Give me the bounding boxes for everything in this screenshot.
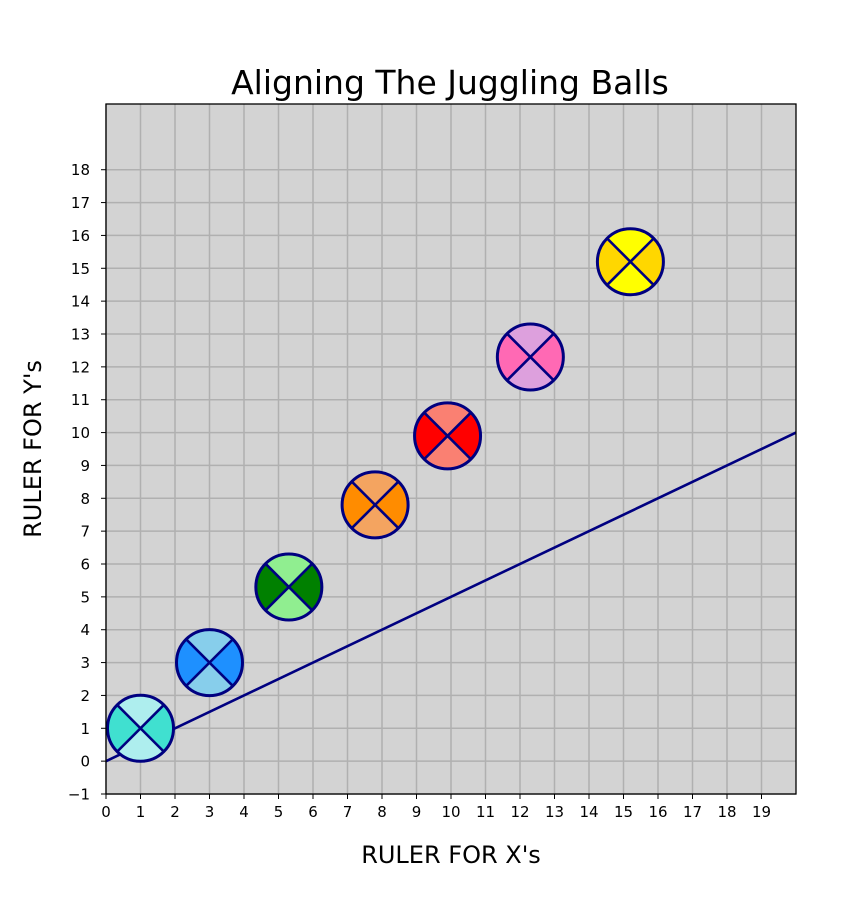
ball-cross-line (264, 562, 314, 612)
y-tick-label: 8 (80, 490, 90, 508)
ball-wedge-left (414, 412, 448, 460)
ball-wedge-top (351, 471, 399, 505)
ball-wedge-left (255, 563, 289, 611)
juggling-balls (106, 227, 665, 763)
x-tick-label: 14 (579, 803, 598, 821)
y-tick-label: 3 (80, 654, 90, 672)
x-tick-label: 0 (101, 803, 111, 821)
y-tick-label: 14 (71, 293, 90, 311)
juggling-ball (495, 322, 565, 392)
ball-wedge-bottom (117, 728, 164, 762)
ball-cross-line (350, 480, 400, 530)
y-tick-label: 17 (71, 194, 90, 212)
ball-outline (254, 552, 324, 622)
y-tick-label: 13 (71, 326, 90, 344)
ball-wedge-bottom (265, 587, 313, 620)
x-tick-label: 6 (308, 803, 318, 821)
juggling-ball (254, 552, 324, 622)
y-tick-label: 12 (71, 358, 90, 376)
ball-outline (106, 693, 175, 763)
ball-outline (340, 470, 410, 540)
x-tick-label: 8 (377, 803, 387, 821)
x-tick-label: 19 (752, 803, 771, 821)
ball-wedge-top (117, 695, 164, 729)
x-tick-label: 1 (136, 803, 146, 821)
x-tick-label: 15 (614, 803, 633, 821)
x-axis-label: RULER FOR X's (361, 841, 541, 869)
ball-wedge-bottom (424, 435, 471, 469)
juggling-ball (175, 628, 244, 698)
x-tick-label: 3 (205, 803, 215, 821)
x-tick-label: 10 (441, 803, 460, 821)
y-tick-label: 18 (71, 161, 90, 179)
ball-wedge-left (497, 333, 531, 381)
ball-wedge-left (176, 639, 210, 686)
x-tick-label: 11 (476, 803, 495, 821)
x-tick-label: 7 (343, 803, 353, 821)
y-tick-label: 9 (80, 457, 90, 475)
ball-wedge-left (107, 704, 141, 752)
x-tick-label: 18 (717, 803, 736, 821)
ball-wedge-top (424, 402, 471, 436)
x-tick-label: 2 (170, 803, 180, 821)
juggling-ball (106, 693, 175, 763)
x-tick-label: 12 (510, 803, 529, 821)
ball-wedge-bottom (507, 357, 554, 391)
y-tick-label: 7 (80, 523, 90, 541)
y-tick-label: 11 (71, 391, 90, 409)
ball-wedge-left (342, 481, 376, 529)
y-tick-label: 2 (80, 687, 90, 705)
ball-wedge-top (607, 228, 654, 262)
ball-wedge-top (507, 323, 554, 357)
ball-outline (413, 401, 483, 471)
juggling-ball (340, 470, 410, 540)
x-axis-ticks: 0 1 2 3 4 5 6 7 8 9 10 11 12 13 14 15 16 17 18 19 (101, 794, 771, 821)
y-tick-label: 15 (71, 260, 90, 278)
ball-wedge-left (597, 238, 631, 286)
ball-wedge-top (265, 553, 313, 587)
juggling-ball (595, 227, 665, 297)
y-tick-label: 5 (80, 588, 90, 606)
ball-wedge-right (530, 333, 564, 381)
ball-wedge-bottom (351, 504, 399, 538)
ball-wedge-top (186, 629, 233, 663)
reference-line-path (105, 431, 797, 763)
x-tick-label: 16 (648, 803, 667, 821)
reference-line (105, 431, 797, 763)
y-tick-label: 6 (80, 556, 90, 574)
y-axis-label: RULER FOR Y's (19, 360, 47, 538)
ball-outline (595, 227, 665, 297)
ball-cross-line (506, 332, 555, 382)
y-tick-label: 10 (71, 424, 90, 442)
y-tick-label: 0 (80, 753, 90, 771)
ball-cross-line (185, 638, 234, 687)
y-tick-label: 1 (80, 720, 90, 738)
ball-outline (495, 322, 565, 392)
x-tick-label: 5 (274, 803, 284, 821)
ball-wedge-right (447, 412, 481, 460)
x-tick-label: 4 (239, 803, 249, 821)
ball-wedge-right (375, 481, 409, 529)
ball-outline (175, 628, 244, 698)
ball-wedge-bottom (607, 261, 654, 295)
y-tick-label: 4 (80, 621, 90, 639)
ball-wedge-right (630, 238, 664, 286)
ball-cross-line (423, 411, 472, 461)
juggling-ball (413, 401, 483, 471)
chart-title: Aligning The Juggling Balls (231, 63, 669, 102)
ball-wedge-right (288, 563, 322, 611)
ball-wedge-right (140, 704, 174, 752)
ball-wedge-right (209, 639, 243, 686)
y-tick-label: 16 (71, 227, 90, 245)
ball-wedge-bottom (186, 662, 233, 696)
x-tick-label: 13 (545, 803, 564, 821)
x-tick-label: 9 (412, 803, 422, 821)
x-tick-label: 17 (683, 803, 702, 821)
y-tick-label: −1 (68, 786, 90, 804)
ball-cross-line (116, 704, 165, 753)
ball-cross-line (606, 237, 655, 286)
